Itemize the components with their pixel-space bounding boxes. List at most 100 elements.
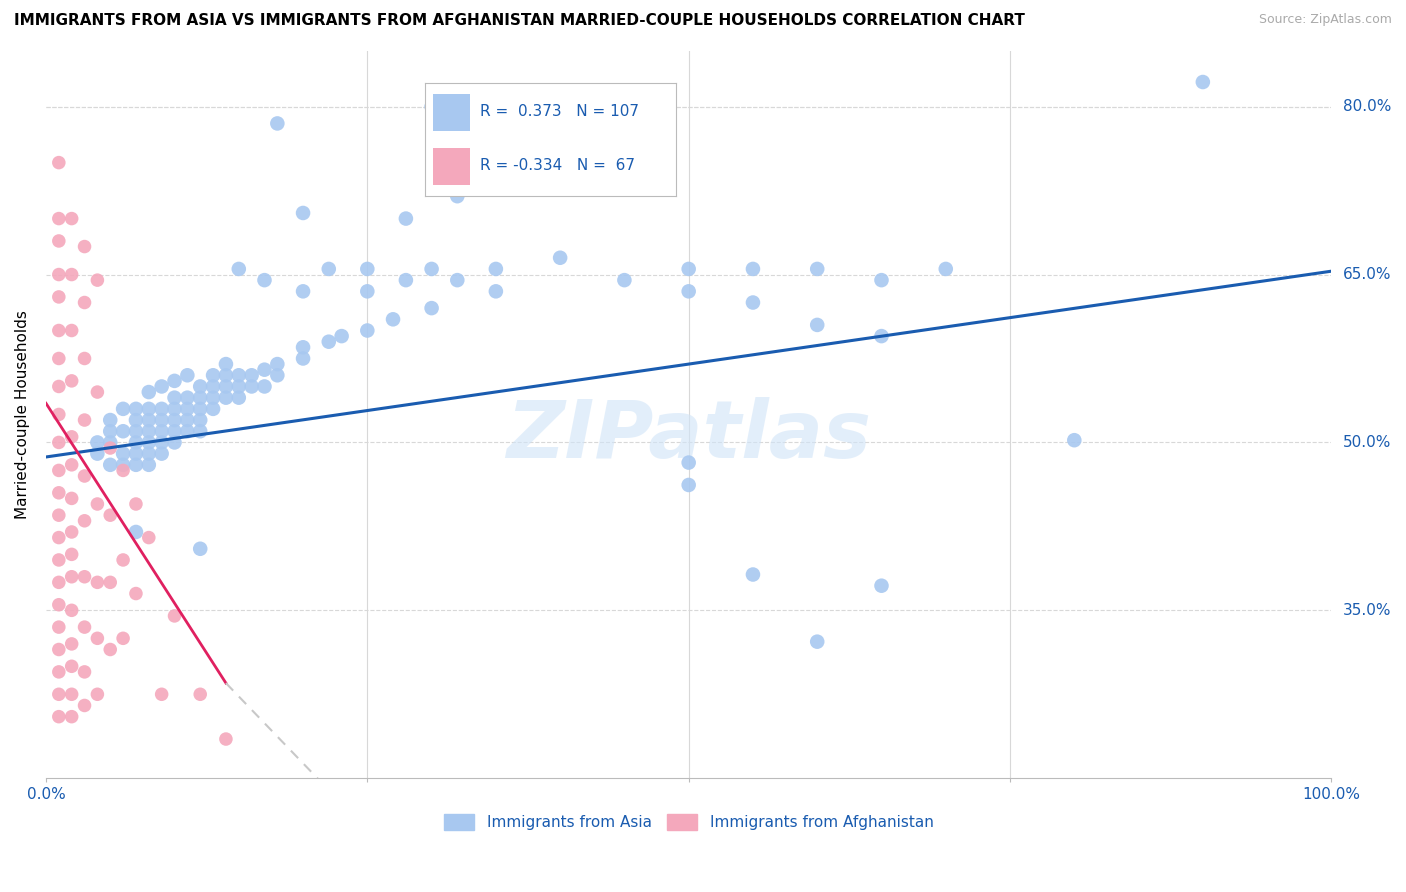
Point bbox=[523, 155, 546, 169]
Point bbox=[613, 172, 636, 186]
Point bbox=[202, 379, 225, 393]
Point bbox=[1063, 433, 1085, 447]
Point bbox=[48, 620, 70, 634]
Point bbox=[48, 642, 70, 657]
Point bbox=[678, 456, 700, 470]
Point bbox=[125, 413, 148, 427]
Point bbox=[188, 379, 211, 393]
Point bbox=[73, 665, 96, 679]
Point bbox=[86, 385, 108, 400]
Point bbox=[215, 368, 238, 383]
Point bbox=[188, 541, 211, 556]
Point bbox=[48, 575, 70, 590]
Point bbox=[356, 285, 378, 299]
Text: 50.0%: 50.0% bbox=[1343, 435, 1391, 450]
Point bbox=[188, 413, 211, 427]
Point bbox=[870, 329, 893, 343]
Point bbox=[446, 189, 468, 203]
Point bbox=[73, 239, 96, 253]
Point bbox=[98, 413, 121, 427]
Point bbox=[86, 447, 108, 461]
Point bbox=[163, 608, 186, 623]
Point bbox=[48, 211, 70, 226]
Point bbox=[86, 273, 108, 287]
Point bbox=[150, 379, 173, 393]
Point bbox=[188, 401, 211, 416]
Point bbox=[125, 424, 148, 438]
Point bbox=[125, 458, 148, 472]
Point bbox=[446, 273, 468, 287]
Point bbox=[60, 491, 83, 506]
Point bbox=[228, 391, 250, 405]
Point bbox=[215, 379, 238, 393]
Point bbox=[356, 324, 378, 338]
Point bbox=[73, 413, 96, 427]
Point bbox=[420, 301, 443, 315]
Point bbox=[742, 262, 765, 277]
Point bbox=[176, 391, 198, 405]
Point bbox=[228, 368, 250, 383]
Point bbox=[60, 659, 83, 673]
Point bbox=[138, 435, 160, 450]
Point bbox=[73, 514, 96, 528]
Point bbox=[188, 391, 211, 405]
Point bbox=[613, 273, 636, 287]
Point bbox=[176, 401, 198, 416]
Point bbox=[112, 458, 135, 472]
Point bbox=[870, 273, 893, 287]
Point bbox=[48, 324, 70, 338]
Point bbox=[202, 368, 225, 383]
Point bbox=[228, 379, 250, 393]
Point bbox=[48, 687, 70, 701]
Point bbox=[86, 497, 108, 511]
Point bbox=[60, 458, 83, 472]
Point bbox=[98, 441, 121, 455]
Point bbox=[458, 116, 481, 130]
Point bbox=[48, 268, 70, 282]
Point bbox=[318, 262, 340, 277]
Point bbox=[150, 424, 173, 438]
Point bbox=[292, 285, 315, 299]
Point bbox=[176, 424, 198, 438]
Text: ZIPatlas: ZIPatlas bbox=[506, 397, 872, 475]
Point bbox=[253, 362, 276, 376]
Point bbox=[202, 391, 225, 405]
Point bbox=[935, 262, 957, 277]
Point bbox=[548, 251, 571, 265]
Point bbox=[163, 374, 186, 388]
Point bbox=[60, 637, 83, 651]
Point bbox=[163, 391, 186, 405]
Point bbox=[48, 463, 70, 477]
Point bbox=[1192, 75, 1215, 89]
Point bbox=[678, 262, 700, 277]
Point bbox=[112, 424, 135, 438]
Point bbox=[806, 262, 828, 277]
Point bbox=[60, 547, 83, 561]
Point bbox=[60, 570, 83, 584]
Point bbox=[73, 295, 96, 310]
Point bbox=[806, 634, 828, 648]
Point bbox=[266, 368, 288, 383]
Point bbox=[125, 586, 148, 600]
Point bbox=[382, 312, 405, 326]
Text: 65.0%: 65.0% bbox=[1343, 267, 1391, 282]
Point bbox=[150, 435, 173, 450]
Point bbox=[395, 273, 418, 287]
Point bbox=[485, 285, 508, 299]
Point bbox=[86, 575, 108, 590]
Point bbox=[678, 478, 700, 492]
Point bbox=[60, 324, 83, 338]
Point bbox=[60, 374, 83, 388]
Point bbox=[48, 379, 70, 393]
Point bbox=[742, 295, 765, 310]
Point bbox=[86, 435, 108, 450]
Point bbox=[60, 603, 83, 617]
Point bbox=[292, 206, 315, 220]
Point bbox=[98, 435, 121, 450]
Point bbox=[548, 150, 571, 164]
Point bbox=[112, 553, 135, 567]
Text: 80.0%: 80.0% bbox=[1343, 99, 1391, 114]
Point bbox=[176, 413, 198, 427]
Point bbox=[48, 553, 70, 567]
Point bbox=[60, 687, 83, 701]
